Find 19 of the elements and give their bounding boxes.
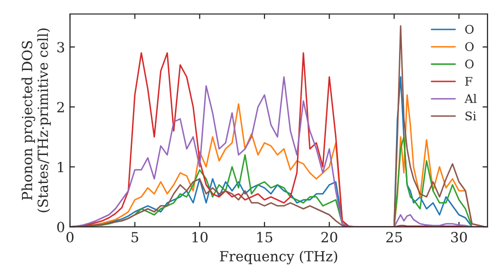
legend-label: Al — [464, 94, 477, 103]
x-tick-label: 25 — [386, 232, 402, 242]
x-tick-label: 30 — [451, 232, 467, 242]
legend-label: O — [465, 24, 474, 34]
x-tick-label: 15 — [257, 232, 272, 242]
legend-label: O — [465, 59, 474, 68]
x-tick-label: 5 — [132, 232, 138, 242]
y-tick-label: 1 — [58, 162, 64, 172]
x-axis-title: Frequency (THz) — [220, 250, 338, 264]
legend-label: Si — [466, 111, 476, 120]
x-tick-label: 20 — [321, 232, 338, 242]
legend-label: O — [465, 42, 474, 52]
y-tick-label: 2 — [57, 102, 64, 112]
legend-label: F — [465, 76, 472, 86]
x-tick-label: 0 — [66, 232, 74, 242]
y-tick-label: 3 — [57, 42, 64, 52]
y-axis-title: Phonon projected DOS (States/THz·primitive cell) — [22, 28, 51, 212]
y-tick-label: 0 — [57, 222, 64, 232]
x-tick-label: 10 — [192, 232, 208, 242]
